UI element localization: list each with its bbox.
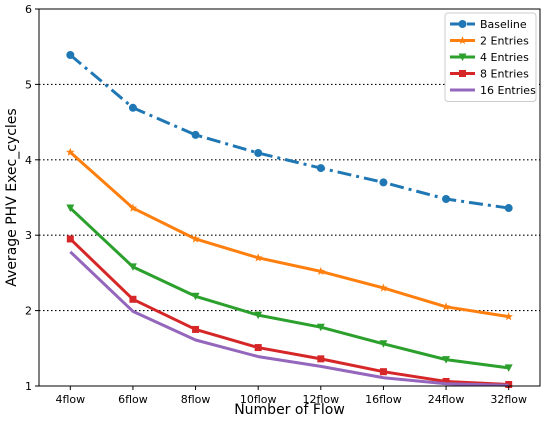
- data-point: [441, 302, 451, 311]
- series-group: [66, 50, 513, 388]
- legend-entry: 4 Entries: [450, 51, 529, 64]
- data-point: [316, 323, 325, 332]
- data-point: [379, 368, 387, 376]
- x-tick-label: 8flow: [181, 393, 211, 406]
- y-tick-label: 6: [25, 3, 32, 16]
- legend-label: 4 Entries: [480, 51, 529, 64]
- data-point: [379, 283, 388, 292]
- data-point: [191, 292, 200, 301]
- data-point: [254, 311, 263, 320]
- x-tick-label: 4flow: [55, 393, 85, 406]
- legend-label: Baseline: [480, 18, 527, 31]
- data-point: [128, 103, 137, 112]
- legend: Baseline 2 Entries 4 Entries 8 Entries 16 En…: [444, 12, 537, 102]
- plot-frame: [38, 8, 541, 387]
- data-point: [129, 295, 137, 303]
- x-axis: 4flow 6flow 8flow 10flow 12flow 16flow 24flow 3…: [55, 386, 527, 406]
- x-tick-label: 24flow: [428, 393, 465, 406]
- y-axis-label: Average PHV Exec_cycles: [4, 108, 20, 286]
- series-2-entries: [66, 147, 513, 321]
- legend-marker: [458, 53, 467, 61]
- x-tick-label: 6flow: [118, 393, 148, 406]
- data-point: [254, 149, 263, 158]
- data-point: [66, 204, 75, 213]
- x-tick-label: 16flow: [365, 393, 402, 406]
- series-16-entries: [69, 250, 509, 387]
- data-point: [504, 364, 513, 372]
- data-point: [253, 253, 263, 262]
- data-point: [66, 235, 74, 243]
- legend-marker: [458, 36, 467, 45]
- series-8-entries: [66, 235, 513, 388]
- data-point: [254, 344, 262, 352]
- data-point: [316, 266, 326, 276]
- legend-label: 2 Entries: [480, 35, 529, 48]
- legend-entry: 2 Entries: [450, 35, 529, 48]
- legend-box: [444, 12, 537, 102]
- y-tick-label: 3: [25, 229, 32, 242]
- x-tick-label: 10flow: [240, 393, 277, 406]
- y-tick-label: 1: [25, 380, 32, 393]
- data-point: [504, 204, 513, 213]
- legend-marker: [459, 70, 466, 77]
- x-axis-label: Number of Flow: [234, 402, 345, 418]
- data-point: [379, 178, 388, 187]
- y-tick-label: 4: [25, 154, 32, 167]
- legend-marker: [458, 20, 467, 28]
- data-point: [191, 234, 200, 243]
- legend-label: 8 Entries: [480, 68, 529, 81]
- legend-entry: 16 Entries: [450, 84, 536, 97]
- data-point: [66, 147, 75, 156]
- y-tick-label: 2: [25, 305, 32, 318]
- grid-lines: [39, 83, 540, 312]
- legend-entry: Baseline: [450, 18, 527, 31]
- series-line: [69, 151, 509, 319]
- x-tick-label: 32flow: [490, 393, 527, 406]
- data-point: [442, 195, 451, 204]
- series-4-entries: [66, 204, 513, 372]
- data-point: [191, 130, 200, 139]
- data-point: [442, 356, 451, 364]
- data-point: [316, 164, 325, 173]
- legend-entry: 8 Entries: [450, 68, 529, 81]
- data-point: [317, 355, 325, 363]
- series-line: [69, 250, 509, 387]
- series-line: [69, 206, 509, 370]
- data-point: [128, 203, 138, 212]
- legend-label: 16 Entries: [480, 84, 536, 97]
- series-baseline: [66, 50, 513, 213]
- series-line: [69, 53, 509, 210]
- data-point: [128, 263, 137, 271]
- data-point: [66, 50, 75, 59]
- data-point: [504, 312, 513, 321]
- series-line: [69, 237, 509, 386]
- y-axis: 1 2 3 4 5 6: [25, 3, 39, 393]
- y-tick-label: 5: [25, 78, 32, 91]
- x-tick-label: 12flow: [302, 393, 339, 406]
- data-point: [379, 340, 388, 348]
- data-point: [442, 377, 450, 385]
- data-point: [192, 325, 200, 333]
